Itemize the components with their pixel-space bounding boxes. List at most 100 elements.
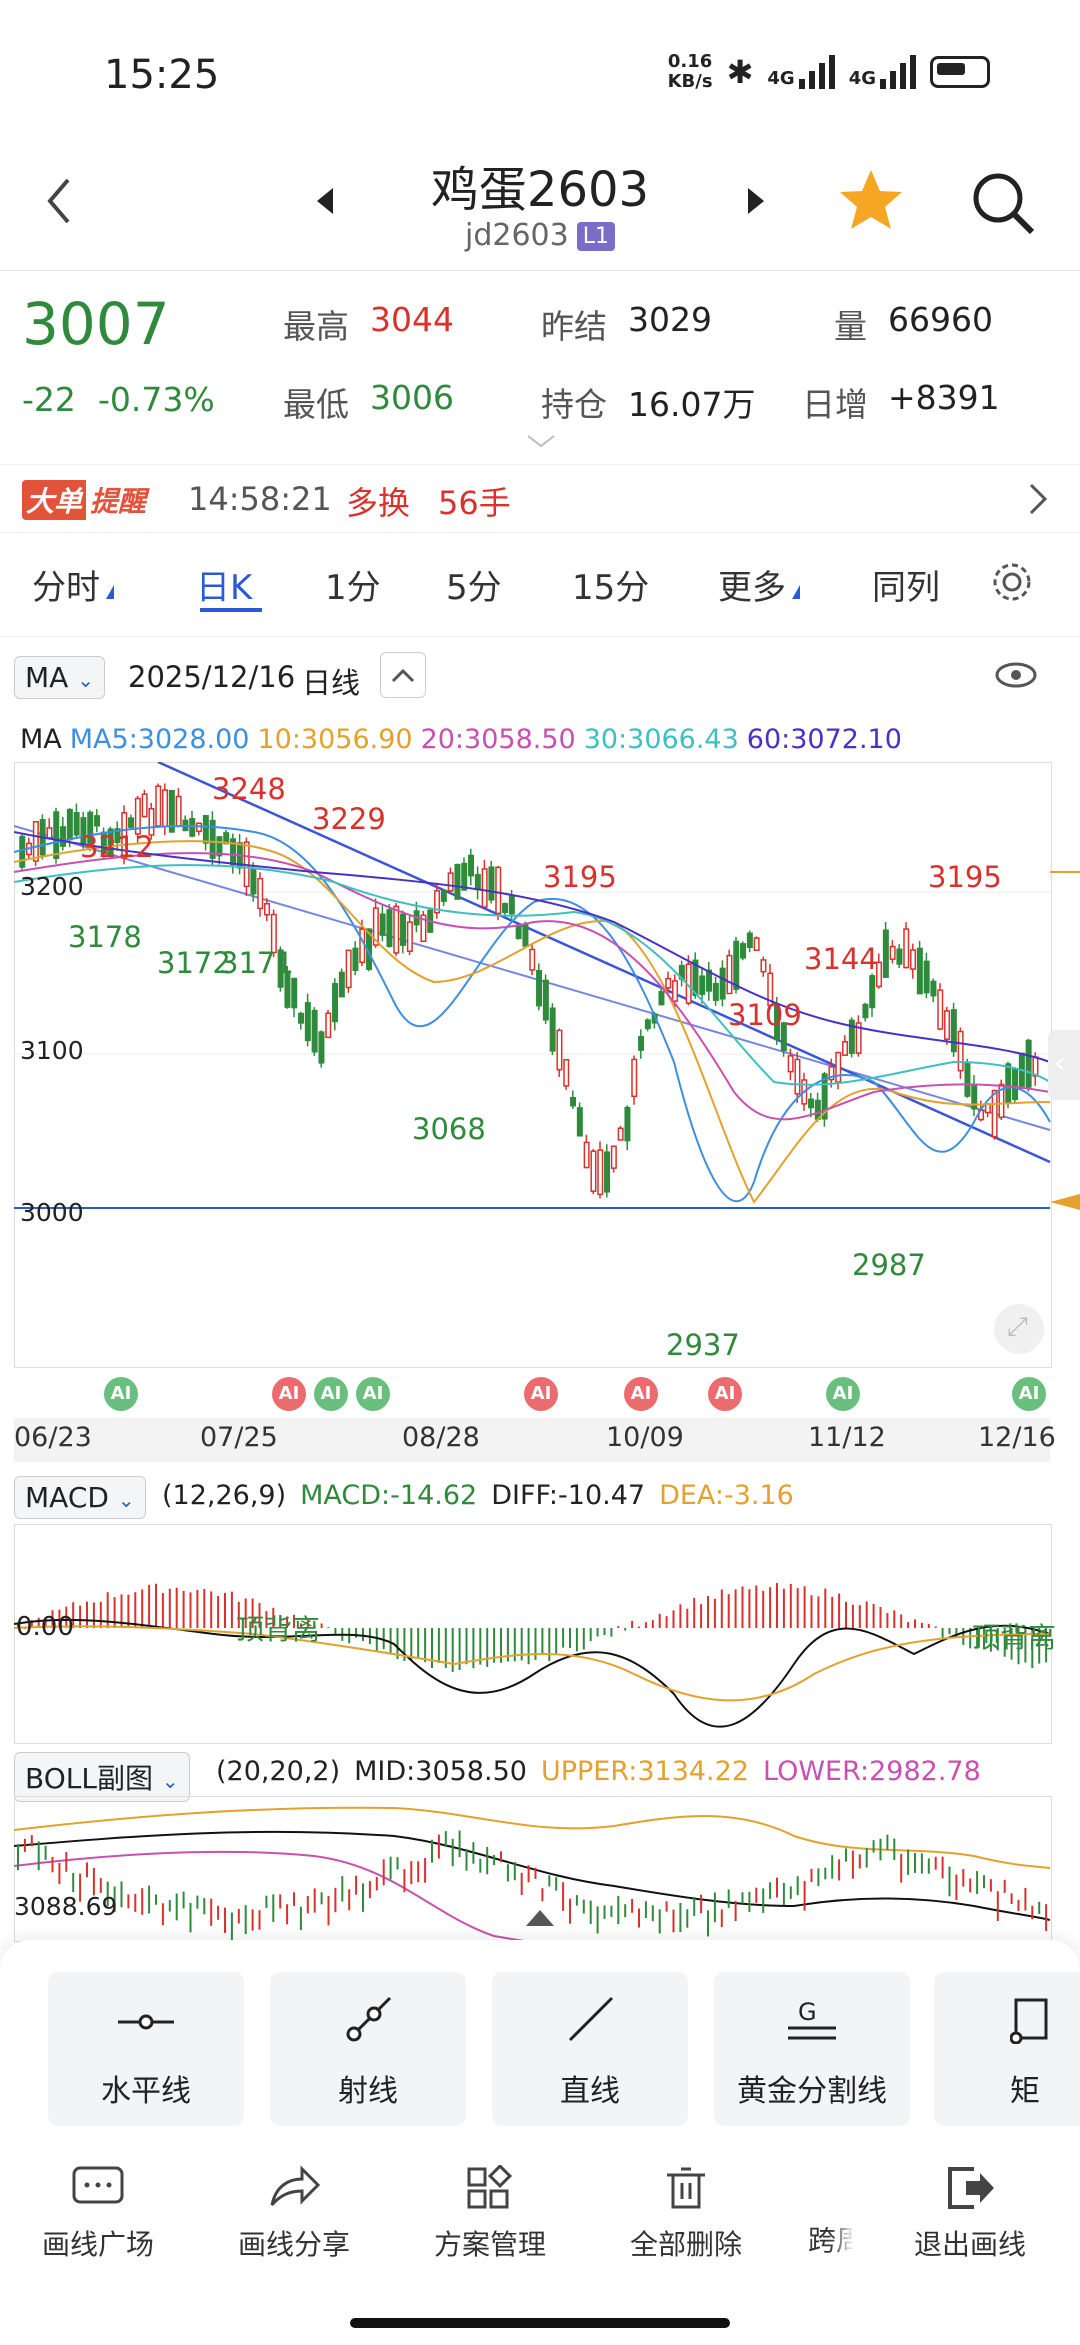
candle-body: [733, 940, 740, 990]
settings-gear-icon[interactable]: [990, 560, 1034, 604]
ma20-value: 20:3058.50: [420, 724, 576, 755]
ai-marker[interactable]: AI: [314, 1377, 348, 1411]
boll-bars-group: [17, 1830, 1048, 1940]
net-speed-value: 0.16: [667, 51, 713, 72]
candle-body: [984, 1103, 991, 1114]
ma-legend-label: MA: [20, 724, 62, 755]
candle-body: [46, 827, 53, 839]
grid-icon: [467, 2163, 513, 2209]
tool-golden-ratio[interactable]: G 黄金分割线: [714, 1972, 910, 2126]
tab-more[interactable]: 更多: [718, 560, 800, 609]
tab-active-underline: [200, 608, 262, 612]
candle-body: [393, 905, 400, 954]
tab-same-column[interactable]: 同列: [872, 568, 940, 608]
tool-straight-line[interactable]: 直线: [492, 1972, 688, 2126]
macd-value: MACD:-14.62: [300, 1480, 478, 1511]
next-contract-icon[interactable]: [746, 188, 766, 214]
candle-body: [991, 1089, 998, 1138]
btn-draw-share[interactable]: 画线分享: [214, 2165, 374, 2263]
tab-5min[interactable]: 5分: [446, 568, 502, 608]
panel-collapse-icon[interactable]: [524, 1908, 556, 1928]
candle-body: [556, 1029, 563, 1071]
ai-marker[interactable]: AI: [356, 1377, 390, 1411]
macd-divergence-right: 顶背离: [972, 1621, 1057, 1654]
candle-body: [175, 795, 182, 827]
macd-bars-group: [17, 1583, 1048, 1672]
btn-draw-square[interactable]: 画线广场: [18, 2165, 178, 2263]
candle-body: [780, 1022, 787, 1052]
tabs-divider: [0, 636, 1080, 637]
macd-params: (12,26,9): [162, 1480, 287, 1511]
macd-chevron-down-icon: ⌄: [117, 1488, 135, 1512]
status-icons: 0.16 KB/s ✱ 4G 4G: [668, 52, 990, 92]
candle-body: [1012, 1068, 1019, 1101]
macd-selector[interactable]: MACD ⌄: [14, 1476, 146, 1519]
ma5-value: MA5:3028.00: [69, 724, 250, 755]
candle-body: [869, 975, 876, 1009]
candle-body: [563, 1059, 570, 1087]
ai-marker[interactable]: AI: [272, 1377, 306, 1411]
alert-type: 多换: [346, 484, 411, 522]
btn-plan-manage[interactable]: 方案管理: [410, 2163, 570, 2263]
search-icon[interactable]: [970, 170, 1036, 236]
x-date-2: 08/28: [402, 1422, 480, 1453]
prev-contract-icon[interactable]: [315, 188, 335, 214]
boll-selector[interactable]: BOLL副图 ⌄: [14, 1752, 190, 1802]
candle-body: [814, 1099, 821, 1120]
ai-marker[interactable]: AI: [104, 1377, 138, 1411]
annotation-3212: 3212: [80, 830, 154, 864]
alert-tag-b: 提醒: [90, 485, 147, 518]
chart-period: 日线: [302, 666, 361, 700]
ai-marker[interactable]: AI: [524, 1377, 558, 1411]
candle-body: [842, 1041, 849, 1056]
annotation-2937: 2937: [666, 1328, 740, 1362]
candle-body: [910, 949, 917, 970]
candle-body: [121, 812, 128, 859]
boll-chevron-down-icon: ⌄: [161, 1769, 179, 1793]
tab-daily-k[interactable]: 日K: [196, 568, 253, 608]
tab-intraday[interactable]: 分时: [32, 560, 114, 609]
network-type-2: 4G: [848, 68, 876, 89]
tab-15min[interactable]: 15分: [572, 568, 650, 608]
ai-marker[interactable]: AI: [708, 1377, 742, 1411]
favorite-star-icon[interactable]: [838, 168, 904, 232]
macd-svg: [14, 1583, 1050, 1728]
annotation-3248: 3248: [212, 772, 286, 806]
boll-mid: MID:3058.50: [354, 1756, 527, 1787]
tool-rectangle[interactable]: 矩: [934, 1972, 1080, 2126]
ai-marker[interactable]: AI: [624, 1377, 658, 1411]
big-order-alert[interactable]: 大单 提醒 14:58:21 多换 56手: [0, 466, 1080, 532]
ai-marker[interactable]: AI: [1012, 1377, 1046, 1411]
tool-ray[interactable]: 射线: [270, 1972, 466, 2126]
tab-more-label: 更多: [718, 568, 786, 608]
candle-body: [712, 983, 719, 1001]
tool-horizontal-line[interactable]: 水平线: [48, 1972, 244, 2126]
net-speed-unit: KB/s: [667, 71, 713, 92]
indicator-selector[interactable]: MA ⌄: [14, 656, 105, 699]
tool-straight-line-label: 直线: [560, 2074, 620, 2109]
btn-cross-period-label: 跨周: [808, 2224, 860, 2257]
candle-body: [583, 1141, 590, 1169]
candle-body: [148, 808, 155, 836]
back-icon[interactable]: [44, 176, 74, 226]
candle-body: [318, 1031, 325, 1064]
macd-zero-label: 0.00: [16, 1612, 74, 1642]
macd-chart[interactable]: [14, 1524, 1052, 1744]
side-drawer-handle[interactable]: ‹: [1048, 1030, 1080, 1100]
candle-body: [923, 960, 930, 994]
macd-legend: (12,26,9) MACD:-14.62 DIFF:-10.47 DEA:-3…: [162, 1480, 794, 1511]
eye-icon[interactable]: [994, 660, 1038, 690]
candle-body: [420, 914, 427, 943]
btn-exit-drawing[interactable]: 退出画线: [884, 2165, 1056, 2263]
price-change-pct: -0.73%: [98, 380, 215, 419]
kline-svg[interactable]: [14, 762, 1080, 1368]
open-interest-value: 16.07万: [628, 385, 756, 424]
btn-cross-period[interactable]: 跨周: [770, 2165, 860, 2259]
ai-marker[interactable]: AI: [826, 1377, 860, 1411]
tab-1min[interactable]: 1分: [325, 568, 381, 608]
expand-quote-icon[interactable]: [526, 434, 556, 450]
btn-delete-all[interactable]: 全部删除: [606, 2165, 766, 2263]
fullscreen-button[interactable]: ⤢: [994, 1304, 1044, 1354]
collapse-chart-button[interactable]: [380, 652, 426, 698]
exit-icon: [948, 2167, 994, 2209]
